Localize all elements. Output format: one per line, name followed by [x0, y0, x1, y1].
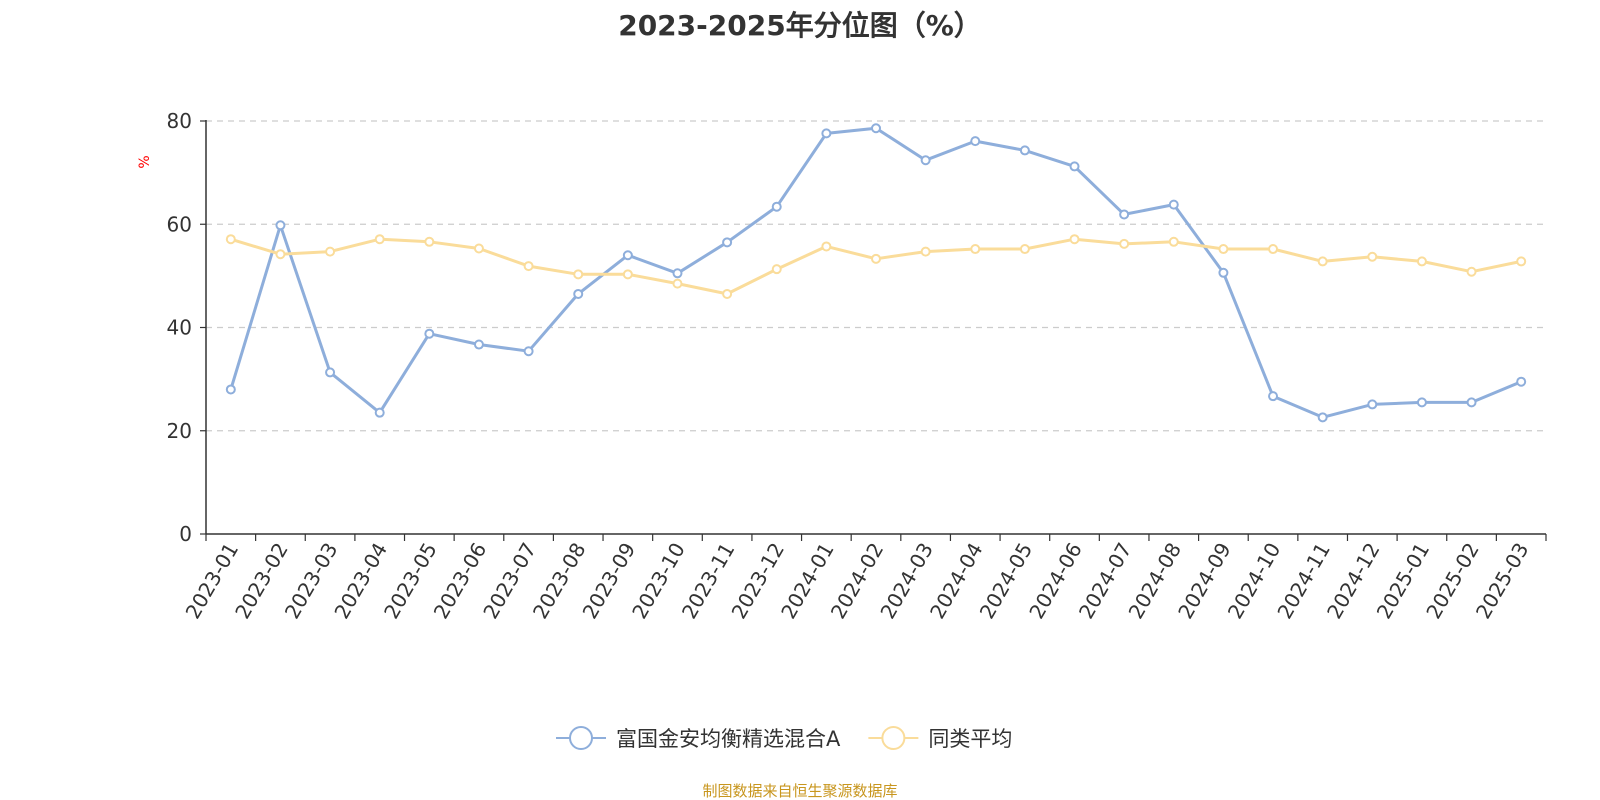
legend-marker: [881, 726, 906, 750]
data-point[interactable]: [374, 234, 385, 245]
data-point[interactable]: [1268, 391, 1279, 402]
data-point[interactable]: [1119, 238, 1130, 249]
y-axis: 0 20 40 60 80: [167, 109, 207, 546]
data-point[interactable]: [722, 288, 733, 299]
legend-label: 同类平均: [928, 727, 1012, 751]
data-point[interactable]: [771, 201, 782, 212]
y-tick-label: 0: [179, 522, 192, 546]
data-point[interactable]: [275, 249, 286, 260]
source-note: 制图数据来自恒生聚源数据库: [702, 782, 898, 800]
data-point[interactable]: [1416, 256, 1427, 267]
legend-item-1[interactable]: 富国金安均衡精选混合A: [556, 726, 841, 751]
y-tick-label: 60: [167, 212, 192, 236]
data-point[interactable]: [771, 264, 782, 275]
data-point[interactable]: [1317, 256, 1328, 267]
data-point[interactable]: [424, 328, 435, 339]
data-point[interactable]: [374, 407, 385, 418]
data-point[interactable]: [325, 246, 336, 257]
data-point[interactable]: [573, 269, 584, 280]
data-point[interactable]: [970, 136, 981, 147]
legend[interactable]: 富国金安均衡精选混合A 同类平均: [556, 726, 1012, 751]
data-point[interactable]: [871, 253, 881, 264]
gridlines: [206, 120, 1546, 432]
data-point[interactable]: [1516, 256, 1527, 267]
data-point[interactable]: [1317, 412, 1328, 423]
data-point[interactable]: [622, 269, 633, 280]
data-point[interactable]: [325, 367, 336, 378]
data-point[interactable]: [424, 236, 435, 247]
chart-title: 2023-2025年分位图（%）: [618, 9, 982, 42]
y-tick-label: 80: [167, 109, 192, 133]
data-point[interactable]: [1466, 266, 1477, 277]
data-point[interactable]: [821, 241, 832, 252]
x-axis: 2023-012023-022023-032023-042023-052023-…: [181, 533, 1547, 623]
data-point[interactable]: [1367, 399, 1378, 410]
data-point[interactable]: [970, 244, 981, 255]
data-point[interactable]: [1516, 376, 1527, 387]
series-line: [229, 126, 1522, 419]
series-layer: [225, 123, 1527, 423]
data-point[interactable]: [920, 246, 931, 257]
y-tick-label: 20: [167, 419, 192, 443]
data-point[interactable]: [821, 128, 832, 139]
series-2: [225, 234, 1527, 299]
data-point[interactable]: [573, 288, 584, 299]
data-point[interactable]: [722, 237, 733, 248]
data-point[interactable]: [672, 268, 683, 279]
data-point[interactable]: [1019, 244, 1030, 255]
data-point[interactable]: [1218, 267, 1229, 278]
data-point[interactable]: [225, 234, 236, 245]
data-point[interactable]: [672, 278, 683, 289]
data-point[interactable]: [622, 250, 633, 261]
data-point[interactable]: [473, 339, 484, 350]
data-point[interactable]: [1069, 161, 1080, 172]
data-point[interactable]: [275, 220, 286, 231]
data-point[interactable]: [1268, 244, 1279, 255]
legend-item-2[interactable]: 同类平均: [868, 726, 1012, 751]
legend-marker: [569, 726, 593, 750]
data-point[interactable]: [1367, 251, 1378, 262]
data-point[interactable]: [1119, 209, 1130, 220]
data-point[interactable]: [523, 346, 534, 357]
y-tick-label: 40: [167, 316, 192, 340]
series-line: [230, 237, 1522, 296]
data-point[interactable]: [1416, 397, 1427, 408]
data-point[interactable]: [1218, 244, 1229, 255]
data-point[interactable]: [871, 123, 881, 134]
data-point[interactable]: [225, 384, 236, 395]
data-point[interactable]: [523, 261, 534, 272]
data-point[interactable]: [1168, 236, 1179, 247]
legend-label: 富国金安均衡精选混合A: [616, 727, 841, 751]
data-point[interactable]: [920, 155, 931, 166]
y-axis-label: %: [137, 155, 153, 168]
data-point[interactable]: [1019, 145, 1030, 156]
data-point[interactable]: [1466, 397, 1477, 408]
series-1: [225, 123, 1527, 423]
data-point[interactable]: [1069, 234, 1080, 245]
data-point[interactable]: [473, 243, 484, 254]
data-point[interactable]: [1168, 199, 1179, 210]
